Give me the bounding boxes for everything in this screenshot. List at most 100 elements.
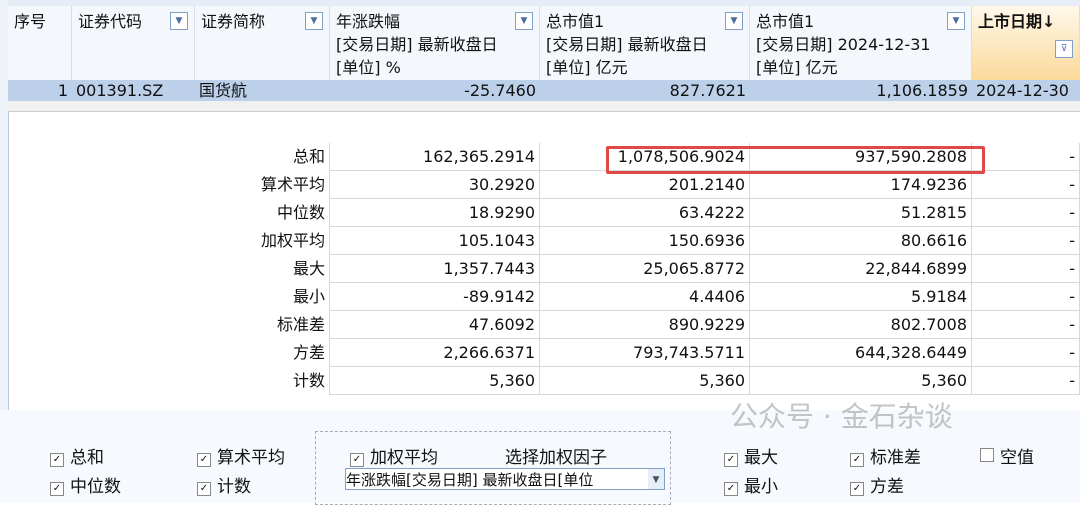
filter-dropdown-icon[interactable]: ▼: [947, 12, 965, 30]
highlight-box: [606, 146, 985, 174]
checkbox-label: 总和: [70, 448, 104, 468]
checkbox-box[interactable]: ✓: [350, 453, 364, 467]
column-header[interactable]: 上市日期↓ ⊽: [972, 6, 1080, 80]
stat-value: 890.9229: [540, 311, 750, 339]
filter-dropdown-icon[interactable]: ▼: [515, 12, 533, 30]
checkbox-mean[interactable]: ✓ 算术平均: [197, 443, 285, 468]
table-cell[interactable]: 001391.SZ: [72, 80, 195, 101]
chevron-down-icon: ▼: [648, 469, 664, 489]
checkbox-box[interactable]: ✓: [197, 482, 211, 496]
stat-value: 162,365.2914: [330, 143, 540, 171]
stat-value: 150.6936: [540, 227, 750, 255]
stat-value: 63.4222: [540, 199, 750, 227]
column-header-label: 证券简称: [201, 12, 266, 31]
stat-label: 最小: [8, 283, 330, 311]
stat-value: 5,360: [330, 367, 540, 395]
stat-label: 算术平均: [8, 171, 330, 199]
stat-value: 22,844.6899: [750, 255, 972, 283]
checkbox-box[interactable]: ✓: [724, 482, 738, 496]
column-header[interactable]: 证券简称 ▼: [195, 6, 330, 80]
stat-value: 1,078,506.9024: [540, 143, 750, 171]
checkbox-label: 中位数: [70, 477, 121, 497]
column-header[interactable]: 总市值1 [交易日期] 最新收盘日 [单位] 亿元 ▼: [540, 6, 750, 80]
filter-dropdown-icon[interactable]: ▼: [170, 12, 188, 30]
stat-label: 最大: [8, 255, 330, 283]
stat-value: 5.9184: [750, 283, 972, 311]
checkbox-label: 加权平均: [370, 448, 438, 468]
checkbox-box[interactable]: ✓: [850, 453, 864, 467]
checkbox-weighted[interactable]: ✓ 加权平均: [350, 443, 438, 468]
column-header[interactable]: 年涨跌幅 [交易日期] 最新收盘日 [单位] % ▼: [330, 6, 540, 80]
stat-value: 4.4406: [540, 283, 750, 311]
stat-value: 80.6616: [750, 227, 972, 255]
checkbox-label: 最小: [744, 477, 778, 497]
stat-value: -: [972, 199, 1080, 227]
column-header[interactable]: 序号: [8, 6, 72, 80]
stat-value: 793,743.5711: [540, 339, 750, 367]
filter-dropdown-icon[interactable]: ▼: [305, 12, 323, 30]
checkbox-box[interactable]: ✓: [197, 453, 211, 467]
checkbox-box[interactable]: ✓: [50, 482, 64, 496]
column-header-label: 年涨跌幅 [交易日期] 最新收盘日 [单位] %: [336, 12, 498, 77]
stat-value: 201.2140: [540, 171, 750, 199]
column-header[interactable]: 证券代码 ▼: [72, 6, 195, 80]
stat-value: -: [972, 255, 1080, 283]
checkbox-label: 计数: [217, 477, 251, 497]
checkbox-count[interactable]: ✓ 计数: [197, 472, 251, 497]
checkbox-box[interactable]: ✓: [50, 453, 64, 467]
stat-value: -89.9142: [330, 283, 540, 311]
stat-label: 总和: [8, 143, 330, 171]
weight-factor-select[interactable]: 年涨跌幅[交易日期] 最新收盘日[单位 ▼: [345, 468, 665, 490]
grid-divider[interactable]: [8, 101, 1080, 112]
checkbox-null[interactable]: 空值: [980, 443, 1034, 468]
stat-value: 25,065.8772: [540, 255, 750, 283]
stat-value: 2,266.6371: [330, 339, 540, 367]
stat-value: 644,328.6449: [750, 339, 972, 367]
checkbox-box[interactable]: ✓: [724, 453, 738, 467]
stat-value: 18.9290: [330, 199, 540, 227]
stat-value: -: [972, 367, 1080, 395]
column-header[interactable]: 总市值1 [交易日期] 2024-12-31 [单位] 亿元 ▼: [750, 6, 972, 80]
checkbox-median[interactable]: ✓ 中位数: [50, 472, 121, 497]
column-header-label: 证券代码: [78, 12, 143, 31]
stat-label: 标准差: [8, 311, 330, 339]
checkbox-max[interactable]: ✓ 最大: [724, 443, 778, 468]
stat-value: 937,590.2808: [750, 143, 972, 171]
table-cell[interactable]: -25.7460: [330, 80, 540, 101]
column-header-label: 上市日期↓: [978, 12, 1056, 31]
checkbox-std[interactable]: ✓ 标准差: [850, 443, 921, 468]
left-splitter[interactable]: [0, 0, 9, 410]
stat-value: 105.1043: [330, 227, 540, 255]
table-cell[interactable]: 1: [8, 80, 72, 101]
stat-value: 30.2920: [330, 171, 540, 199]
table-cell[interactable]: 1,106.1859: [750, 80, 972, 101]
checkbox-sum[interactable]: ✓ 总和: [50, 443, 104, 468]
stat-value: 5,360: [540, 367, 750, 395]
checkbox-label: 标准差: [870, 448, 921, 468]
stat-value: -: [972, 283, 1080, 311]
stat-label: 加权平均: [8, 227, 330, 255]
stat-value: 51.2815: [750, 199, 972, 227]
stat-value: -: [972, 143, 1080, 171]
checkbox-box[interactable]: ✓: [850, 482, 864, 496]
weight-factor-value: 年涨跌幅[交易日期] 最新收盘日[单位: [346, 471, 594, 489]
checkbox-label: 最大: [744, 448, 778, 468]
weight-factor-label: 选择加权因子: [505, 448, 607, 468]
table-cell[interactable]: 2024-12-30: [972, 80, 1080, 101]
stat-label: 中位数: [8, 199, 330, 227]
table-cell[interactable]: 国货航: [195, 80, 330, 101]
stat-value: 174.9236: [750, 171, 972, 199]
stat-value: -: [972, 311, 1080, 339]
stat-label: 方差: [8, 339, 330, 367]
checkbox-label: 算术平均: [217, 448, 285, 468]
stat-value: 47.6092: [330, 311, 540, 339]
checkbox-label: 方差: [870, 477, 904, 497]
table-cell[interactable]: 827.7621: [540, 80, 750, 101]
stat-value: 5,360: [750, 367, 972, 395]
checkbox-min[interactable]: ✓ 最小: [724, 472, 778, 497]
checkbox-var[interactable]: ✓ 方差: [850, 472, 904, 497]
stat-value: 1,357.7443: [330, 255, 540, 283]
funnel-icon[interactable]: ⊽: [1055, 40, 1073, 58]
checkbox-box[interactable]: [980, 448, 994, 462]
filter-dropdown-icon[interactable]: ▼: [725, 12, 743, 30]
